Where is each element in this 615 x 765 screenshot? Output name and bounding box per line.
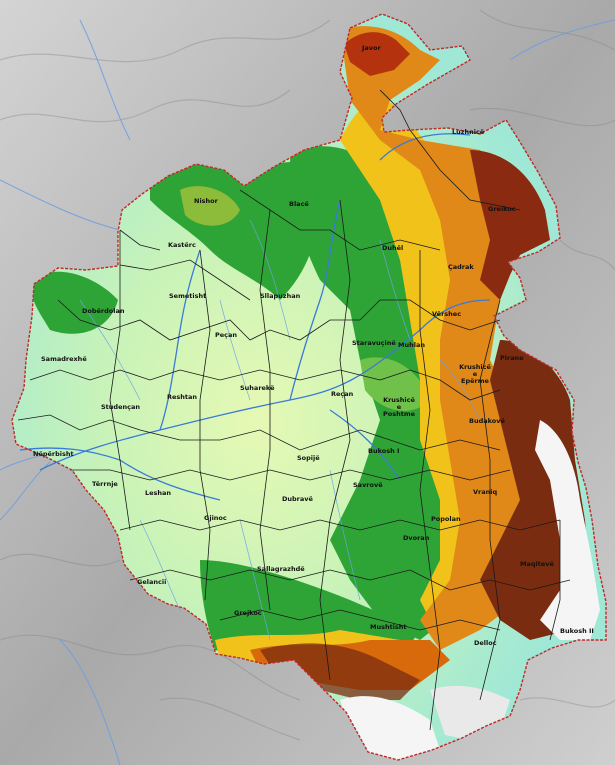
village-label-sallagrazhde: Sallagrazhdë [257, 565, 305, 573]
village-label-virishec: Vërshec [432, 310, 462, 318]
village-label-staravucine: Staravuçinë [352, 339, 396, 347]
village-label-duhel: Duhël [382, 244, 404, 252]
village-label-luzhnice: Luzhnicë [452, 128, 485, 136]
village-boundaries [17, 89, 571, 731]
village-label-vraniq: Vraniq [473, 488, 498, 496]
village-label-budakove: Budakovë [469, 417, 505, 425]
village-label-krushice-e-poshtme: Krushicë e Poshtme [382, 396, 415, 418]
village-label-gelancii: Gelancii [137, 578, 167, 586]
village-label-savrove: Savrovë [353, 481, 383, 489]
village-label-delloc: Delloc [474, 639, 497, 647]
streams [79, 219, 481, 641]
village-label-cadrak: Çadrak [448, 263, 474, 271]
village-label-dubrave: Dubravë [282, 495, 313, 503]
village-label-kasterc: Kastërc [168, 241, 196, 249]
village-label-recan: Reçan [331, 390, 354, 398]
village-label-greikoc: Greikoc [488, 205, 516, 213]
village-label-sopije: Sopijë [297, 454, 320, 462]
village-label-termje: Tërrnje [92, 480, 118, 488]
village-label-bukosh-i: Bukosh I [368, 447, 400, 455]
village-label-suhareke: Suharekë [240, 384, 275, 392]
village-label-pecan: Peçan [215, 331, 238, 339]
village-label-sllapuzhan: Sllapuzhan [260, 292, 301, 300]
village-label-maqiteve: Maqitevë [520, 560, 554, 568]
village-label-bukosh-ii: Bukosh II [560, 627, 594, 635]
village-label-popolan: Popolan [431, 515, 461, 523]
village-label-leshan: Leshan [145, 489, 172, 497]
village-label-doberdolan: Dobërdolan [82, 307, 125, 315]
village-label-nishor: Nishor [194, 197, 218, 205]
village-label-samadrexhe: Samadrexhë [41, 355, 87, 363]
village-label-gjinoc: Gjinoc [204, 514, 227, 522]
village-label-grejkoc: Grejkoc [234, 609, 262, 617]
hillshade-ridges [0, 9, 615, 741]
village-label-blace: Blacë [289, 200, 309, 208]
village-label-javor: Javor [362, 44, 381, 52]
village-label-reshtan: Reshtan [167, 393, 198, 401]
village-label-mushtisht: Mushtisht [370, 623, 407, 631]
village-label-muhlan: Muhlan [398, 341, 425, 349]
rivers [19, 133, 491, 501]
village-label-krushice-e-eperme: Krushicë e Epërme [459, 363, 491, 385]
village-label-pirane: Pirane [500, 354, 524, 362]
village-label-semetisht: Semetisht [169, 292, 207, 300]
village-label-studencan: Studençan [101, 403, 140, 411]
village-label-neperbisht: Nëpërbisht [33, 450, 74, 458]
village-label-dvoran: Dvoran [403, 534, 430, 542]
